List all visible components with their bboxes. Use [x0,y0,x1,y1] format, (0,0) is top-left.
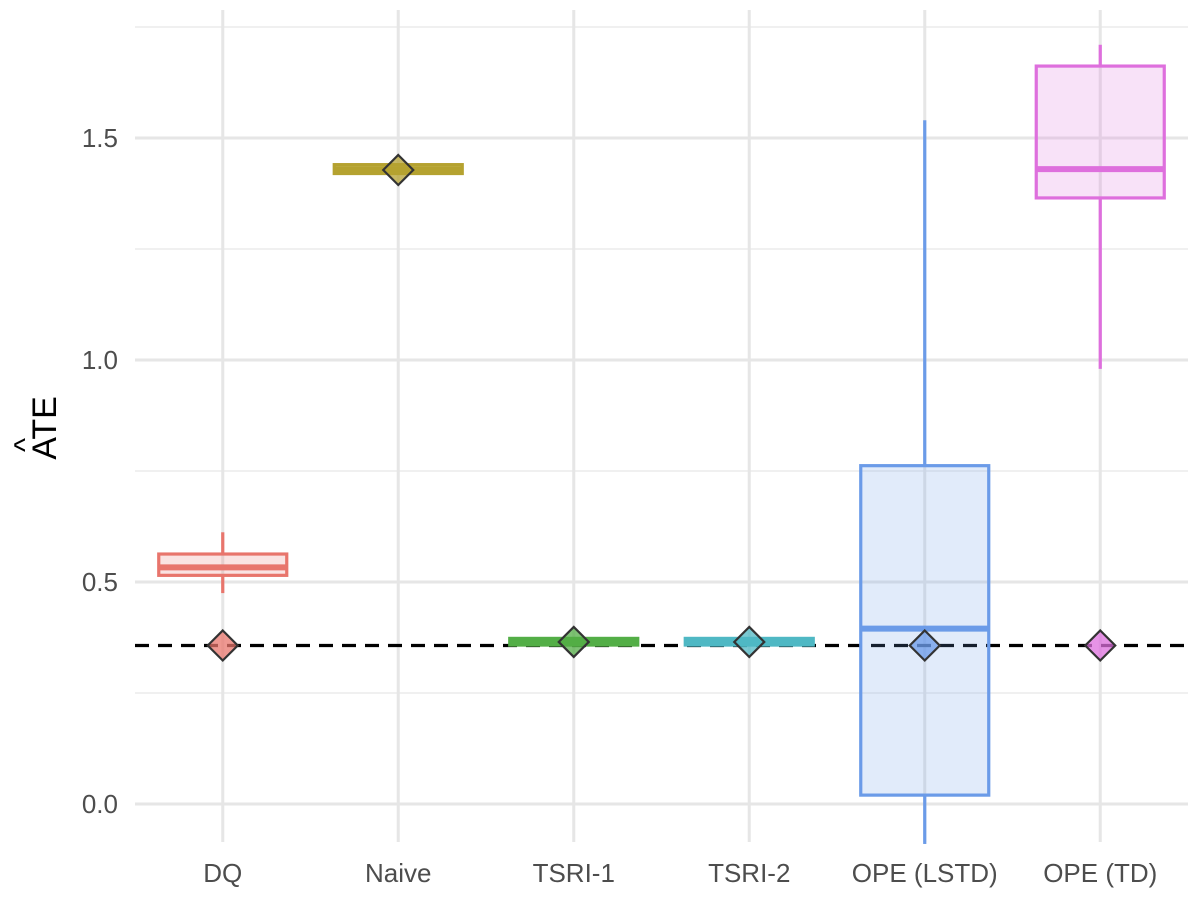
y-tick-label: 0.0 [82,789,118,819]
box-dq [157,532,289,594]
box-ope-lstd- [859,120,991,844]
x-tick-label: DQ [203,858,242,888]
grid-layer [135,10,1188,842]
box-iqr [1034,64,1166,200]
mean-marker [557,625,591,659]
y-tick-labels: 0.0 0.5 1.0 1.5 [82,123,118,819]
x-tick-label: OPE (LSTD) [852,858,998,888]
x-tick-label: TSRI-1 [533,858,615,888]
y-axis-label: ATE [26,396,64,460]
mean-marker [908,628,942,663]
box-ope-td- [1034,44,1166,369]
mean-marker [1083,628,1117,663]
box-layer [157,44,1166,844]
y-tick-label: 1.5 [82,123,118,153]
x-tick-label: Naive [365,858,431,888]
mean-marker-layer [206,153,1117,663]
mean-marker [732,625,766,659]
y-axis-label-hat: ^ [9,438,42,452]
mean-marker [206,628,240,663]
x-tick-label: OPE (TD) [1043,858,1157,888]
x-tick-label: TSRI-2 [708,858,790,888]
y-tick-label: 1.0 [82,345,118,375]
mean-marker [381,153,415,187]
x-tick-labels: DQ Naive TSRI-1 TSRI-2 OPE (LSTD) OPE (TD) [203,858,1157,888]
y-axis-title: ATE ^ [9,396,64,460]
y-tick-label: 0.5 [82,567,118,597]
